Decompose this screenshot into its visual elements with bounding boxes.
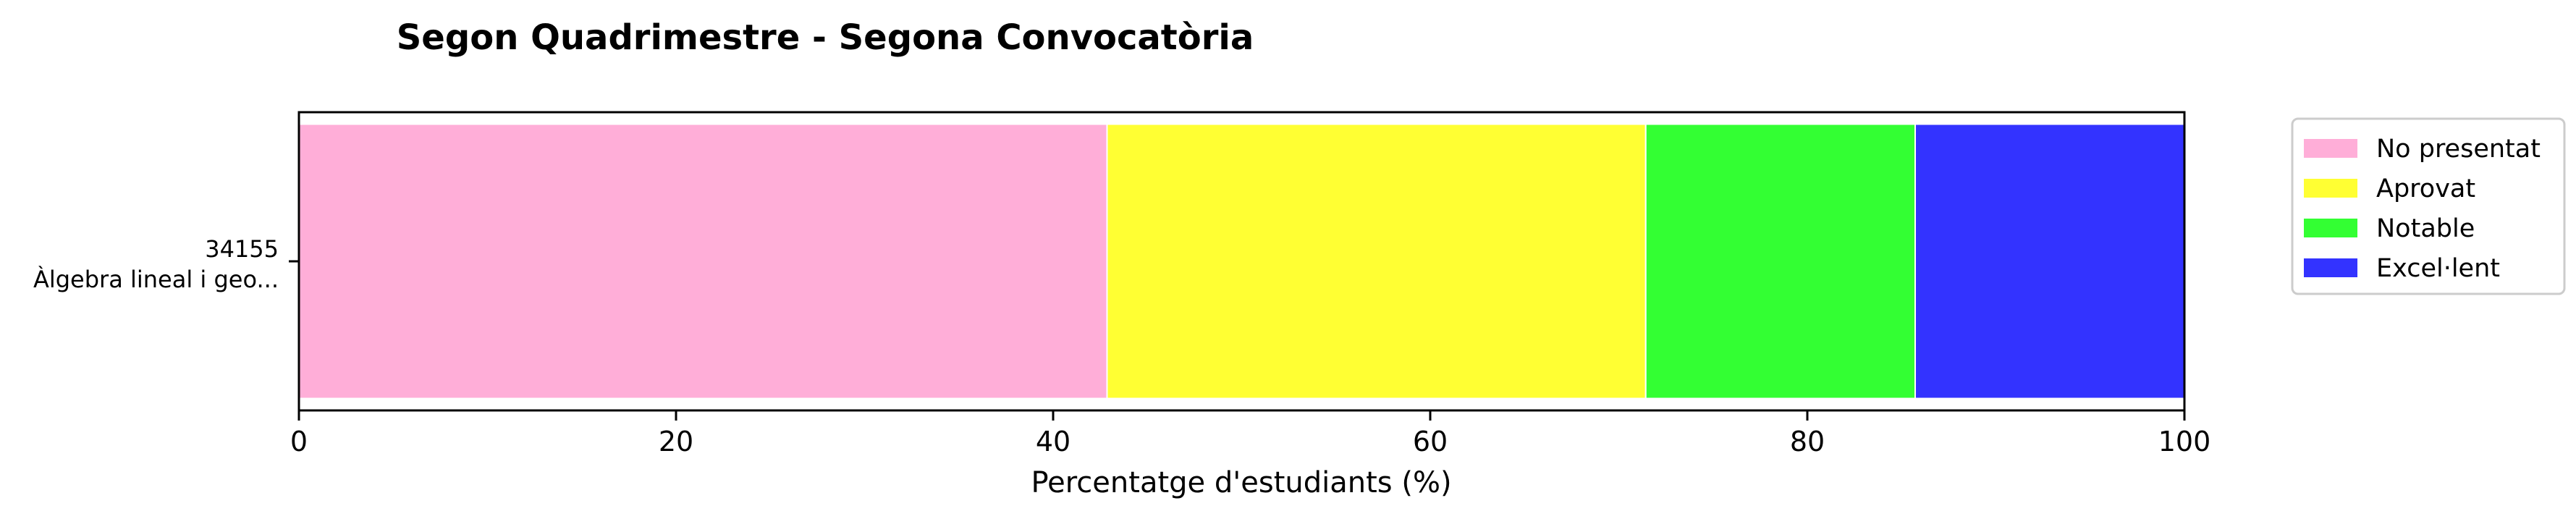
x-axis-ticks: 0 20 40 60 80 100 (290, 410, 2210, 457)
x-tick-label: 80 (1790, 426, 1825, 457)
legend-label: Aprovat (2376, 174, 2475, 203)
legend-swatch (2304, 258, 2357, 277)
legend-frame (2291, 117, 2566, 295)
x-tick-label: 60 (1413, 426, 1448, 457)
legend-label: No presentat (2376, 135, 2541, 164)
legend-label: Notable (2376, 214, 2475, 243)
bar-segment-excel-lent (1914, 123, 2186, 400)
y-axis-ticks: 34155 Àlgebra lineal i geo... (33, 235, 299, 293)
bars-group (298, 123, 2186, 400)
x-axis-label: Percentatge d'estudiants (%) (1031, 466, 1451, 499)
legend-swatch (2304, 219, 2357, 237)
bar-segment-aprovat (1106, 123, 1647, 400)
y-category-code: 34155 (205, 235, 279, 263)
chart-title: Segon Quadrimestre - Segona Convocatòria (397, 17, 1254, 58)
x-tick-label: 40 (1036, 426, 1070, 457)
legend: No presentat Aprovat Notable Excel·lent (2291, 117, 2566, 295)
x-tick-label: 100 (2158, 426, 2211, 457)
legend-swatch (2304, 139, 2357, 158)
bar-segment-no-presentat (298, 123, 1108, 400)
legend-swatch (2304, 179, 2357, 198)
legend-label: Excel·lent (2376, 254, 2500, 283)
y-category-name: Àlgebra lineal i geo... (33, 266, 279, 293)
x-tick-label: 0 (290, 426, 308, 457)
bar-segment-notable (1644, 123, 1917, 400)
x-tick-label: 20 (659, 426, 693, 457)
